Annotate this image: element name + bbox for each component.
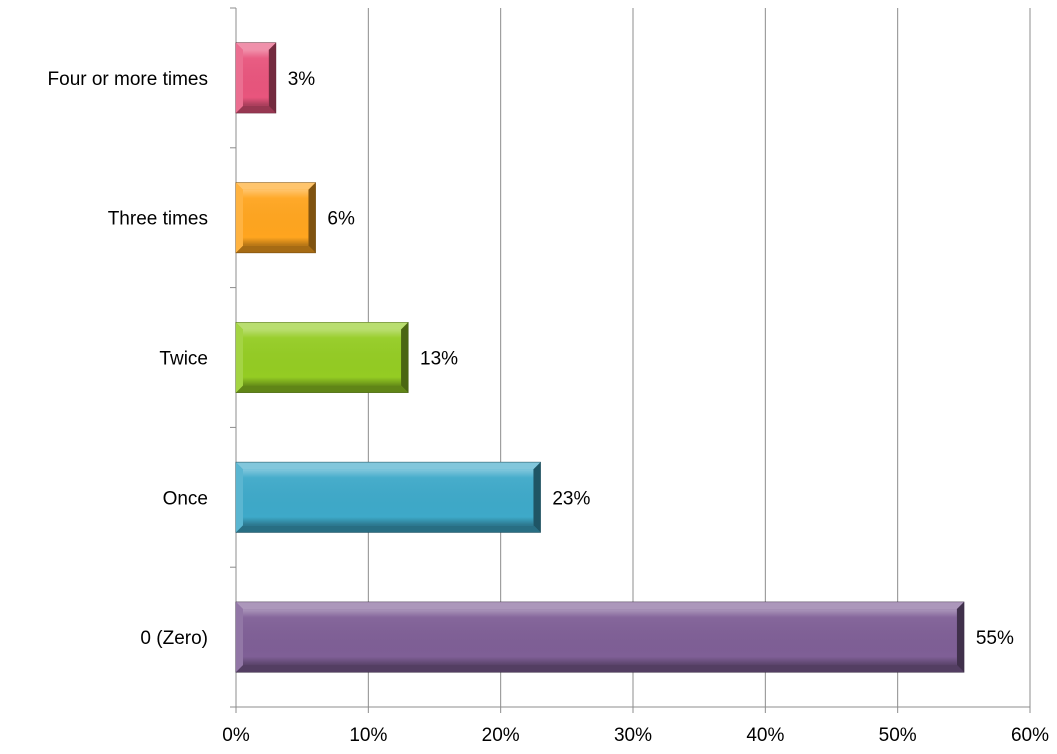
bar — [235, 601, 965, 673]
category-label: Four or more times — [48, 69, 208, 90]
data-label: 13% — [420, 349, 458, 370]
x-tick-label: 60% — [1011, 725, 1049, 746]
bar — [235, 42, 277, 114]
data-label: 6% — [327, 209, 355, 230]
bars — [235, 42, 965, 673]
bar — [235, 461, 541, 533]
data-label: 3% — [288, 69, 316, 90]
bar — [235, 182, 316, 254]
x-tick-label: 20% — [482, 725, 520, 746]
gridlines — [367, 8, 1031, 707]
x-tick-label: 50% — [879, 725, 917, 746]
x-tick-label: 30% — [614, 725, 652, 746]
category-label: Twice — [159, 349, 208, 370]
data-label: 55% — [976, 628, 1014, 649]
category-label: 0 (Zero) — [140, 628, 208, 649]
category-label: Three times — [108, 209, 208, 230]
x-tick-label: 0% — [222, 725, 250, 746]
x-tick-label: 40% — [746, 725, 784, 746]
data-label: 23% — [552, 488, 590, 509]
x-tick-label: 10% — [349, 725, 387, 746]
labels: 0% 10% 20% 30% 40% 50% 60% Four or more times 3%… — [48, 69, 1050, 746]
bar — [235, 322, 409, 393]
category-label: Once — [163, 488, 208, 509]
